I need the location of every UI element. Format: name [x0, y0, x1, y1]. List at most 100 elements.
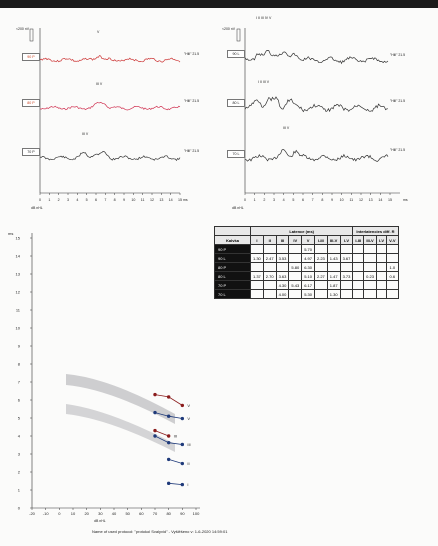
table-cell: 1.30	[250, 253, 264, 263]
trace-label-left-3: 70 P	[22, 148, 40, 156]
abr-x-tick-label: 15	[388, 198, 392, 202]
peak-label-left-1: V	[97, 30, 100, 34]
li-y-tick-label: 4	[18, 434, 21, 439]
li-y-tick-label: 7	[18, 380, 21, 385]
li-y-tick-label: 11	[16, 308, 21, 313]
li-x-tick-label: 10	[71, 511, 76, 516]
li-point	[153, 434, 157, 438]
abr-x-tick-label: 13	[159, 198, 163, 202]
table-cell	[288, 253, 303, 263]
li-y-tick-label: 10	[16, 326, 21, 331]
trace-label-left-1: 90 P	[22, 53, 40, 61]
table-column-header: II	[262, 235, 277, 245]
table-cell: 5.30	[301, 289, 315, 299]
abr-x-tick-label: 12	[359, 198, 363, 202]
table-cell	[250, 280, 264, 290]
abr-panel-right: 0 1 2 3 4 5 6 7 8 9 10 11 12 13 14 15	[236, 28, 400, 202]
abr-waveform	[39, 151, 181, 161]
table-cell: 0.23	[363, 271, 377, 281]
abr-x-tick-label: 4	[283, 198, 285, 202]
abr-x-tick-label: 2	[58, 198, 60, 202]
table-cell: 2.70	[262, 271, 277, 281]
table-cell	[386, 289, 399, 299]
table-cell	[339, 289, 354, 299]
peak-label-right-1: I II III IV V	[256, 16, 272, 20]
table-cell	[313, 262, 328, 272]
table-header-interlatency: Interlatencies diff. R	[352, 226, 399, 236]
li-point	[166, 481, 171, 486]
left-xaxis-db: dB nHL	[31, 206, 43, 210]
li-y-tick-label: 3	[18, 452, 21, 457]
li-x-tick-label: 70	[153, 511, 158, 516]
li-y-tick-label: 0	[18, 506, 21, 511]
table-cell	[313, 244, 328, 254]
abr-x-tick-label: 0	[39, 198, 41, 202]
norm-band-lower	[66, 404, 175, 452]
table-cell	[375, 271, 388, 281]
trace-right-text-right-2: "Hill" 21.5	[390, 99, 406, 103]
peak-label-right-2: I II III V	[258, 80, 270, 84]
li-x-tick-label: -20	[29, 511, 36, 516]
table-cell	[352, 244, 365, 254]
table-cell	[352, 280, 365, 290]
li-y-tick-label: 5	[18, 416, 21, 421]
abr-x-tick-label: 5	[86, 198, 88, 202]
li-point-label: II	[187, 461, 189, 466]
table-cell: 1.30	[326, 289, 341, 299]
li-y-tick-label: 8	[18, 362, 21, 367]
li-y-tick-label: 2	[18, 470, 21, 475]
table-cell	[352, 262, 365, 272]
li-y-tick-label: 6	[18, 398, 21, 403]
table-cell	[363, 289, 377, 299]
abr-x-tick-label: 14	[378, 198, 382, 202]
table-cell	[375, 253, 388, 263]
abr-x-tick-label: 10	[340, 198, 344, 202]
table-cell-condition: 70 P	[214, 280, 251, 290]
abr-x-tick-label: 15	[178, 198, 182, 202]
table-cell	[250, 244, 264, 254]
table-cell: 1.37	[250, 271, 264, 281]
table-cell	[326, 262, 341, 272]
li-point	[166, 440, 171, 445]
table-cell-condition: 80 P	[214, 262, 251, 272]
li-point	[153, 392, 157, 397]
trace-label-right-1: 90 L	[227, 50, 245, 58]
abr-waveform	[39, 102, 181, 111]
abr-x-tick-label: 7	[312, 198, 314, 202]
abr-x-tick-label: 13	[369, 198, 373, 202]
abr-x-tick-label: 3	[273, 198, 275, 202]
abr-x-tick-label: 12	[150, 198, 154, 202]
table-cell	[363, 280, 377, 290]
table-row: 80 L 1.37 2.70 3.63 5.10 2.27 1.47 3.73 0.23 0.6	[214, 271, 399, 281]
table-column-header: I-V	[375, 235, 388, 245]
table-cell	[352, 253, 365, 263]
table-cell: 2.23	[313, 253, 328, 263]
table-column-header: I-V	[339, 235, 354, 245]
table-cell	[375, 289, 388, 299]
li-y-tick-label: 9	[18, 344, 21, 349]
li-x-tick-label: 20	[84, 511, 89, 516]
table-cell-condition: 80 L	[214, 271, 251, 281]
table-cell: 5.70	[301, 244, 315, 254]
table-column-header-row: Kalvka I II III IV V I-III III-V I-V I-III III-V I…	[214, 235, 399, 245]
right-scale-bar	[236, 28, 241, 42]
li-series-line	[168, 459, 183, 464]
li-y-tick-label: 12	[16, 290, 21, 295]
trace-label-left-2: 80 P	[22, 99, 40, 107]
table-cell	[250, 289, 264, 299]
li-x-tick-label: 30	[98, 511, 103, 516]
table-cell	[262, 244, 277, 254]
table-cell	[375, 244, 388, 254]
table-cell	[339, 262, 354, 272]
left-xaxis-unit: ms	[183, 198, 188, 202]
abr-x-tick-label: 1	[254, 198, 256, 202]
table-header-blank	[214, 226, 251, 236]
table-cell	[288, 289, 303, 299]
abr-x-tick-label: 7	[104, 198, 106, 202]
abr-x-tick-label: 1	[48, 198, 50, 202]
li-y-tick-label: 1	[18, 488, 21, 493]
abr-x-tick-label: 11	[141, 198, 145, 202]
table-cell: 2.47	[262, 253, 277, 263]
trace-right-text-right-1: "Hill" 21.5	[390, 53, 406, 57]
table-cell	[363, 244, 377, 254]
